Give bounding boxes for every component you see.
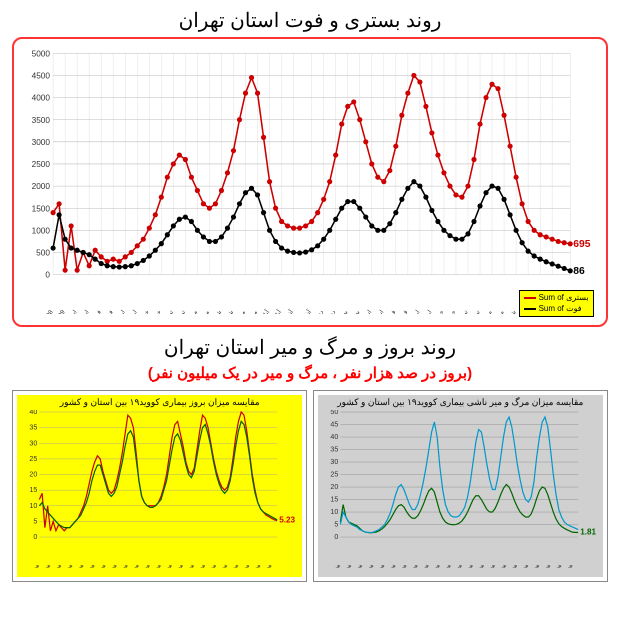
- svg-text:5.23: 5.23: [280, 516, 296, 525]
- svg-text:5: 5: [334, 521, 338, 529]
- svg-text:2500: 2500: [32, 160, 51, 169]
- legend-b: Sum of فوت: [539, 304, 582, 314]
- svg-text:25: 25: [330, 471, 338, 479]
- svg-text:0: 0: [334, 533, 338, 541]
- svg-text:500: 500: [37, 249, 51, 258]
- svg-text:5000: 5000: [32, 49, 51, 58]
- chart-top-svg: 0 500 1000 1500 2000 2500 3000 3500 4000 4500 5000…: [20, 45, 599, 314]
- svg-text:15: 15: [30, 486, 38, 494]
- svg-text:1.81: 1.81: [580, 528, 596, 537]
- svg-text:40: 40: [330, 433, 338, 441]
- top-title: روند بستری و فوت استان تهران: [0, 0, 620, 37]
- legend-a: Sum of بستری: [539, 293, 589, 303]
- svg-text:3500: 3500: [32, 116, 51, 125]
- chart-bl-svg: 0510152025303540هفته 1هفته 5هفته 9هفته 1…: [17, 410, 302, 568]
- svg-text:25: 25: [30, 455, 38, 463]
- br-plot-title: مقایسه میزان مرگ و میر ناشی بیماری کووید…: [318, 395, 603, 410]
- bl-plot-title: مقایسه میزان بروز بیماری کووید۱۹ بین است…: [17, 395, 302, 410]
- svg-text:5: 5: [34, 517, 38, 525]
- svg-text:1398: 1398: [42, 309, 56, 314]
- svg-text:4500: 4500: [32, 72, 51, 81]
- svg-text:86: 86: [574, 266, 586, 277]
- svg-text:4000: 4000: [32, 94, 51, 103]
- svg-text:40: 40: [30, 410, 38, 416]
- svg-text:10: 10: [330, 508, 338, 516]
- svg-text:2000: 2000: [32, 182, 51, 191]
- chart-top: 0 500 1000 1500 2000 2500 3000 3500 4000 4500 5000…: [12, 37, 607, 327]
- svg-text:0: 0: [46, 271, 51, 280]
- bottom-subtitle: (بروز در صد هزار نفر ، مرگ و میر در یک م…: [0, 364, 620, 386]
- legend-top: Sum of بستری Sum of فوت: [519, 290, 594, 317]
- svg-text:45: 45: [330, 421, 338, 429]
- svg-text:20: 20: [330, 483, 338, 491]
- bottom-title: روند بروز و مرگ و میر استان تهران: [0, 327, 620, 364]
- svg-text:10: 10: [30, 502, 38, 510]
- svg-text:99 آذر: 99 آذر: [298, 308, 314, 314]
- svg-text:1500: 1500: [32, 204, 51, 213]
- svg-text:1000: 1000: [32, 226, 51, 235]
- svg-text:50: 50: [330, 410, 338, 416]
- svg-text:15: 15: [330, 496, 338, 504]
- svg-text:695: 695: [574, 239, 591, 250]
- chart-br-svg: 05101520253035404550هفته 1هفته 5هفته 9هف…: [318, 410, 603, 568]
- svg-text:35: 35: [30, 424, 38, 432]
- svg-text:1399: 1399: [54, 309, 68, 314]
- svg-text:30: 30: [330, 458, 338, 466]
- svg-text:3000: 3000: [32, 138, 51, 147]
- svg-text:35: 35: [330, 446, 338, 454]
- svg-text:20: 20: [30, 471, 38, 479]
- svg-text:0: 0: [34, 533, 38, 541]
- chart-bottom-right: مقایسه میزان مرگ و میر ناشی بیماری کووید…: [313, 390, 608, 582]
- chart-bottom-left: مقایسه میزان بروز بیماری کووید۱۹ بین است…: [12, 390, 307, 582]
- svg-text:30: 30: [30, 439, 38, 447]
